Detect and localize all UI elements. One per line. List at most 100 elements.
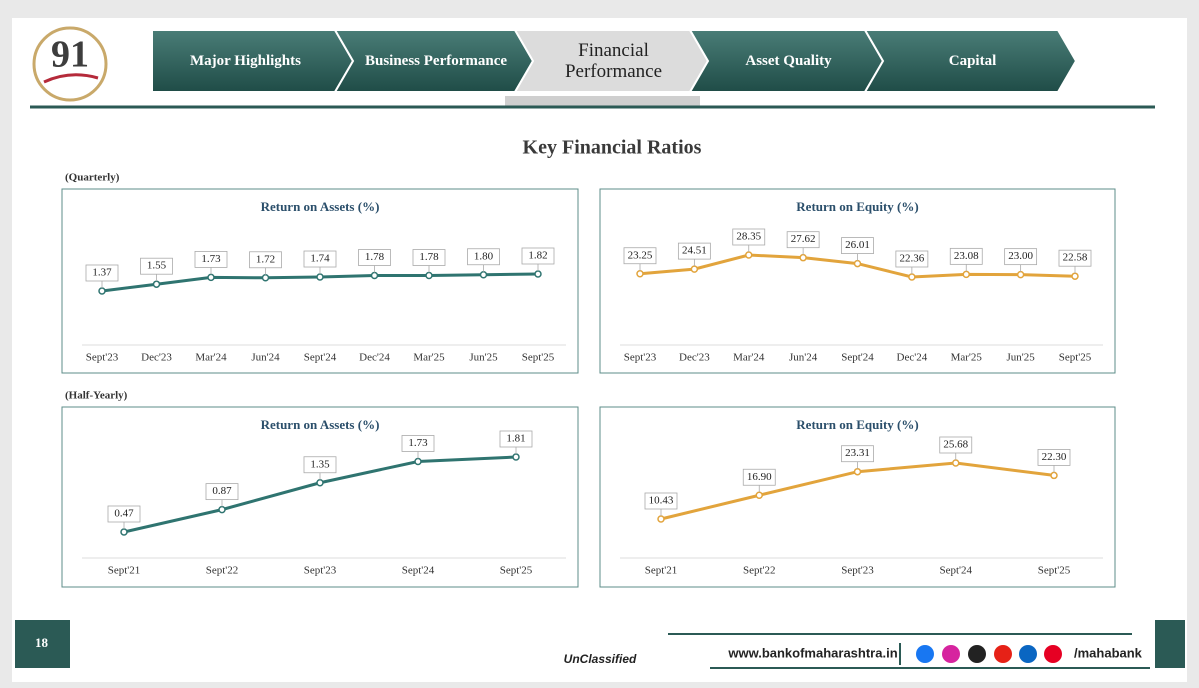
x-tick-label: Sept'23 — [86, 352, 119, 364]
data-point — [218, 505, 226, 514]
data-point — [745, 251, 753, 259]
data-point — [152, 280, 161, 288]
data-point — [853, 467, 862, 476]
x-tick-label: Jun'25 — [469, 352, 498, 364]
data-label: 23.00 — [1008, 250, 1033, 262]
data-point — [512, 453, 520, 461]
x-tick-label: Mar'25 — [413, 352, 445, 364]
linkedin-icon[interactable] — [1019, 645, 1037, 663]
x-tick-label: Sept'25 — [500, 565, 533, 577]
logo-ring — [32, 26, 108, 102]
group-label: (Half-Yearly) — [65, 390, 128, 402]
x-tick-label: Sept'22 — [743, 565, 776, 577]
chart-title: Return on Assets (%) — [261, 417, 380, 432]
x-tick-label: Sept'23 — [304, 565, 337, 577]
chart-frame — [61, 188, 579, 374]
tab-label[interactable]: Financial Performance — [564, 40, 663, 82]
label-box — [623, 247, 657, 265]
chart-frame — [599, 188, 1116, 374]
chart-title: Return on Equity (%) — [796, 199, 918, 214]
data-label: 1.81 — [506, 433, 525, 445]
data-point — [1050, 471, 1058, 480]
data-point — [479, 271, 488, 279]
x-tick-label: Dec'23 — [141, 352, 172, 364]
data-label: 1.78 — [365, 251, 385, 263]
tab-label[interactable]: Major Highlights — [190, 52, 301, 69]
tab-label[interactable]: Capital — [948, 52, 997, 69]
pinterest-icon[interactable] — [1044, 645, 1062, 663]
data-point — [908, 273, 916, 281]
data-point — [962, 270, 970, 279]
data-point — [1016, 270, 1025, 279]
data-point — [799, 253, 807, 262]
chart-frame — [61, 406, 579, 588]
data-label: 1.73 — [201, 253, 221, 265]
data-point — [316, 273, 324, 281]
page-number: 18 — [35, 635, 49, 650]
data-label: 1.78 — [419, 251, 439, 263]
group-label: (Quarterly) — [65, 172, 120, 184]
data-point — [370, 271, 379, 280]
data-label: 1.74 — [310, 253, 330, 265]
data-label: 0.47 — [114, 508, 134, 520]
x-icon[interactable] — [968, 645, 986, 663]
logo-swoosh — [43, 73, 99, 84]
data-point — [853, 259, 862, 268]
data-label: 23.31 — [845, 447, 870, 459]
data-point — [414, 457, 422, 466]
x-tick-label: Sept'24 — [304, 352, 337, 364]
data-point — [690, 265, 699, 273]
website: www.bankofmaharashtra.in — [727, 645, 897, 660]
x-tick-label: Sept'21 — [108, 565, 141, 577]
classification: UnClassified — [564, 652, 637, 666]
data-label: 1.80 — [474, 250, 494, 262]
data-label: 16.90 — [747, 471, 772, 483]
data-label: 24.51 — [682, 245, 707, 257]
x-tick-label: Sept'23 — [624, 352, 657, 364]
data-label: 23.25 — [628, 249, 653, 261]
x-tick-label: Sept'21 — [645, 565, 678, 577]
x-tick-label: Mar'24 — [195, 352, 227, 364]
corner-box — [1155, 620, 1185, 668]
x-tick-label: Dec'23 — [679, 352, 710, 364]
data-point — [636, 269, 644, 278]
data-label: 0.87 — [212, 485, 232, 497]
data-label: 1.72 — [256, 253, 275, 265]
x-tick-label: Sept'25 — [522, 352, 555, 364]
page-box — [15, 620, 70, 668]
data-label: 22.58 — [1063, 252, 1088, 264]
instagram-icon[interactable] — [942, 645, 960, 663]
data-label: 1.35 — [310, 458, 330, 470]
data-label: 28.35 — [736, 231, 761, 243]
chart-title: Return on Equity (%) — [796, 417, 918, 432]
data-point — [755, 491, 763, 499]
data-label: 1.73 — [408, 437, 428, 449]
tab-shape — [863, 29, 1078, 93]
data-point — [261, 274, 270, 282]
x-tick-label: Sept'24 — [402, 565, 435, 577]
x-tick-label: Sept'23 — [841, 565, 874, 577]
chart-title: Return on Assets (%) — [261, 199, 380, 214]
data-label: 1.37 — [92, 267, 112, 279]
data-point — [207, 273, 215, 282]
x-tick-label: Sept'25 — [1059, 352, 1092, 364]
data-label: 23.08 — [954, 250, 979, 262]
x-tick-label: Jun'25 — [1006, 352, 1035, 364]
data-point — [425, 271, 433, 280]
tab-label[interactable]: Asset Quality — [745, 52, 832, 69]
data-point — [316, 478, 324, 487]
data-label: 26.01 — [845, 239, 870, 251]
facebook-icon[interactable] — [916, 645, 934, 663]
data-label: 22.36 — [900, 253, 925, 265]
x-tick-label: Mar'24 — [733, 352, 765, 364]
youtube-icon[interactable] — [994, 645, 1012, 663]
data-point — [657, 515, 665, 523]
tab-label[interactable]: Business Performance — [364, 52, 508, 69]
data-point — [952, 459, 960, 467]
data-point — [120, 528, 128, 536]
data-label: 27.62 — [791, 233, 816, 245]
x-tick-label: Jun'24 — [251, 352, 280, 364]
x-tick-label: Sept'22 — [206, 565, 239, 577]
x-tick-label: Jun'24 — [789, 352, 818, 364]
x-tick-label: Sept'25 — [1038, 565, 1071, 577]
